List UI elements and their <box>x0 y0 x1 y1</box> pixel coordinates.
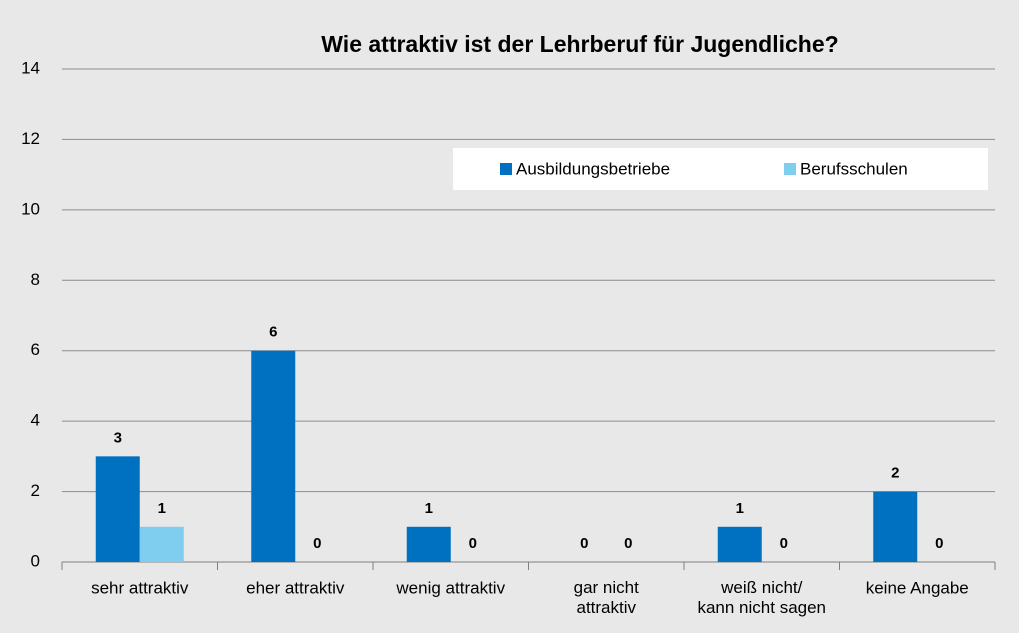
bar <box>406 526 451 562</box>
x-tick-label: keine Angabe <box>866 578 969 597</box>
value-label: 6 <box>269 324 277 341</box>
bar <box>95 456 140 562</box>
value-label: 3 <box>114 429 122 446</box>
x-tick-label: weiß nicht/kann nicht sagen <box>697 578 826 617</box>
value-label: 1 <box>425 500 433 517</box>
bar <box>717 526 762 562</box>
value-label: 0 <box>780 535 788 552</box>
y-tick-label: 6 <box>31 340 40 359</box>
y-tick-label: 12 <box>21 129 40 148</box>
y-tick-label: 2 <box>31 481 40 500</box>
y-tick-label: 0 <box>31 551 40 570</box>
x-tick-label: eher attraktiv <box>246 578 345 597</box>
value-label: 0 <box>935 535 943 552</box>
value-label: 0 <box>580 535 588 552</box>
bar <box>251 350 296 562</box>
value-label: 0 <box>313 535 321 552</box>
x-tick-label: sehr attraktiv <box>91 578 189 597</box>
legend-swatch <box>784 163 796 175</box>
bar <box>139 526 184 562</box>
y-tick-label: 8 <box>31 270 40 289</box>
value-label: 1 <box>736 500 744 517</box>
y-tick-label: 14 <box>21 58 40 77</box>
x-tick-label: gar nicht attraktiv <box>574 578 639 617</box>
chart-title: Wie attraktiv ist der Lehrberuf für Juge… <box>321 31 838 57</box>
y-tick-label: 10 <box>21 199 40 218</box>
value-label: 0 <box>624 535 632 552</box>
value-label: 0 <box>469 535 477 552</box>
bar <box>873 491 918 562</box>
x-tick-label: wenig attraktiv <box>395 578 505 597</box>
legend-label: Berufsschulen <box>800 159 908 178</box>
legend-label: Ausbildungsbetriebe <box>516 159 670 178</box>
y-tick-label: 4 <box>31 411 40 430</box>
legend-box <box>453 148 988 190</box>
value-label: 1 <box>158 500 166 517</box>
legend-swatch <box>500 163 512 175</box>
value-label: 2 <box>891 465 899 482</box>
